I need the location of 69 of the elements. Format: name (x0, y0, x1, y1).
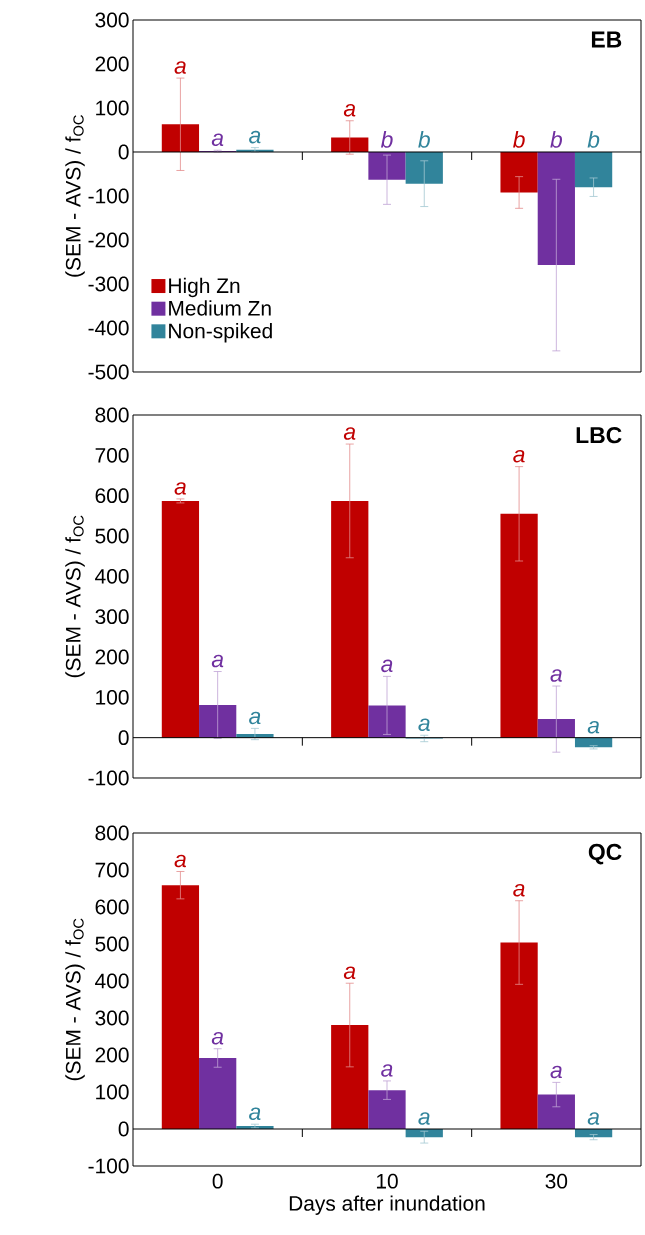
chart-title: QC (588, 843, 622, 865)
y-tick-label: -100 (88, 188, 129, 204)
y-tick-label: 600 (95, 899, 129, 915)
legend-label: Non-spiked (169, 323, 272, 343)
data-label: b (380, 130, 393, 148)
legend-label: High Zn (169, 277, 240, 298)
y-tick-label: 600 (95, 488, 129, 504)
y-tick-label: 500 (95, 528, 129, 544)
data-label: a (513, 449, 525, 463)
x-tick-label: 30 (545, 1173, 568, 1189)
x-tick-label: 0 (212, 1173, 223, 1189)
y-tick-label: 0 (118, 1121, 129, 1137)
data-label: a (550, 1065, 562, 1079)
x-tick-label: 10 (376, 1173, 398, 1189)
data-label: a (587, 720, 600, 734)
data-label: a (343, 104, 356, 117)
y-tick-label: 400 (95, 568, 129, 584)
y-tick-label: 800 (95, 825, 129, 841)
data-label: a (418, 1112, 430, 1125)
y-tick-label: 300 (95, 12, 129, 28)
y-tick-label: 100 (96, 689, 129, 705)
data-label: a (174, 854, 187, 868)
data-label: a (249, 711, 261, 725)
y-tick-label: 200 (95, 1047, 129, 1063)
data-label: b (513, 130, 525, 148)
data-label: a (249, 1107, 261, 1120)
y-tick-label: 300 (95, 609, 129, 625)
y-tick-label: 400 (95, 973, 129, 989)
chart-title: EB (591, 31, 622, 48)
chart-title: LBC (576, 427, 622, 444)
y-tick-label: 0 (118, 730, 129, 746)
y-tick-label: -100 (88, 1158, 129, 1174)
y-tick-label: -200 (88, 232, 129, 248)
data-label: a (381, 659, 393, 673)
y-tick-label: -100 (88, 770, 129, 786)
data-label: a (343, 427, 356, 440)
data-label: a (211, 654, 224, 668)
y-axis-title: (SEM - AVS) / f$_{OC}$ (65, 918, 85, 1081)
data-label: b (550, 130, 563, 148)
data-label: a (343, 966, 356, 980)
y-tick-label: 100 (96, 1084, 129, 1100)
y-axis-title: (SEM - AVS) / f$_{OC}$ (65, 115, 85, 277)
data-label: a (211, 1031, 224, 1045)
y-tick-label: -500 (88, 364, 129, 380)
y-tick-label: 700 (95, 447, 129, 463)
y-tick-label: 300 (95, 1010, 129, 1026)
y-tick-label: 100 (96, 100, 129, 116)
data-label: a (249, 130, 261, 144)
data-label: a (174, 61, 187, 74)
y-tick-label: 500 (95, 936, 129, 952)
data-label: a (174, 482, 187, 495)
data-label: a (513, 883, 525, 897)
data-label: a (418, 718, 430, 732)
y-tick-label: 200 (95, 649, 129, 665)
y-tick-label: 200 (95, 56, 129, 72)
data-label: a (550, 669, 562, 682)
data-label: b (587, 130, 600, 148)
data-label: a (211, 133, 224, 147)
y-tick-label: 0 (118, 144, 129, 160)
legend-label: Medium Zn (169, 300, 271, 316)
x-axis-title: Days after inundation (289, 1195, 485, 1215)
y-tick-label: 800 (95, 407, 129, 423)
y-tick-label: -400 (88, 320, 129, 336)
data-label: b (418, 130, 430, 148)
y-tick-label: -300 (88, 276, 129, 292)
y-tick-label: 700 (95, 862, 129, 878)
y-axis-title: (SEM - AVS) / f$_{OC}$ (65, 515, 85, 678)
data-label: a (381, 1064, 393, 1077)
data-label: a (587, 1112, 600, 1125)
